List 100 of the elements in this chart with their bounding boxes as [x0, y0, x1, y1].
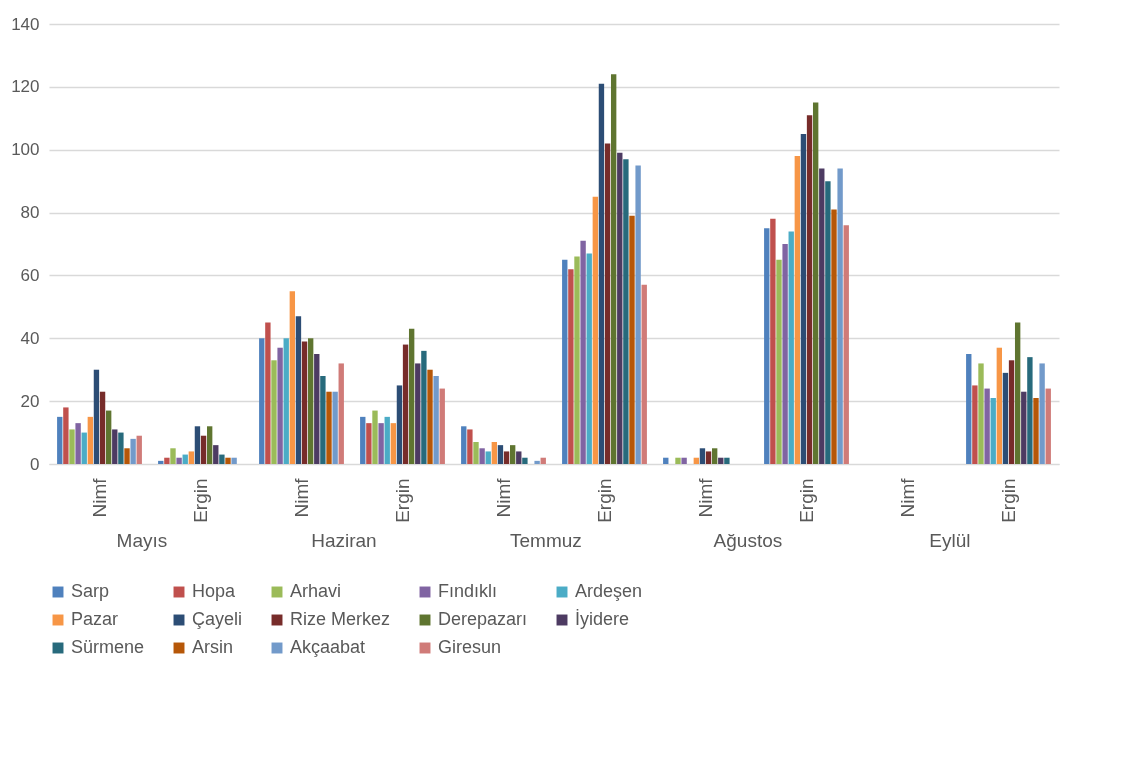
bar — [439, 388, 445, 464]
bar — [213, 445, 219, 464]
bar — [800, 134, 807, 464]
bar — [378, 423, 384, 464]
bar — [806, 115, 813, 464]
bar — [188, 451, 195, 464]
bar — [124, 448, 130, 464]
bar — [332, 391, 338, 464]
bar — [491, 442, 498, 464]
bar — [427, 369, 433, 464]
bar — [75, 423, 81, 464]
bar — [831, 209, 837, 464]
bar — [283, 338, 289, 464]
bar — [390, 423, 397, 464]
bar — [794, 156, 801, 464]
bar — [610, 74, 617, 464]
bar — [978, 363, 984, 464]
bar — [1045, 388, 1051, 464]
bar — [1008, 360, 1015, 464]
bar — [705, 451, 712, 464]
legend-label: Akçaabat — [290, 637, 366, 657]
legend-label: Ardeşen — [575, 581, 643, 601]
bar — [164, 457, 170, 464]
bar — [681, 457, 687, 464]
bar — [843, 225, 849, 464]
bar — [574, 256, 580, 464]
bar — [87, 416, 94, 464]
bar — [372, 410, 378, 464]
bar — [130, 438, 136, 464]
bar — [219, 454, 225, 464]
bar — [1039, 363, 1045, 464]
legend-label: İyidere — [575, 609, 630, 629]
bar — [711, 448, 718, 464]
y-tick-label: 80 — [20, 203, 40, 223]
bar — [265, 322, 271, 464]
x-tick-label: Nimf — [694, 477, 716, 518]
bar — [592, 196, 599, 464]
bar — [623, 159, 629, 464]
x-tick-label: Nimf — [290, 477, 312, 518]
bar — [314, 354, 320, 464]
bar — [598, 83, 605, 464]
bar — [277, 347, 283, 464]
bar — [225, 457, 231, 464]
bar — [837, 168, 843, 464]
bar — [1021, 391, 1027, 464]
bar — [984, 388, 990, 464]
bar — [534, 460, 540, 464]
bar — [568, 269, 574, 464]
bar — [415, 363, 421, 464]
bar — [473, 442, 479, 464]
bar — [231, 457, 237, 464]
legend-label: Sürmene — [71, 637, 145, 657]
bar — [819, 168, 825, 464]
bar — [384, 416, 390, 464]
bar — [635, 165, 641, 464]
y-tick-label: 60 — [20, 265, 40, 285]
bar — [408, 328, 415, 464]
x-tick-label: Ergin — [997, 478, 1019, 523]
legend-label: Hopa — [192, 581, 237, 601]
bar — [259, 338, 265, 464]
bar — [562, 259, 568, 464]
legend-label: Fındıklı — [438, 581, 498, 601]
y-tick-label: 20 — [20, 391, 40, 411]
legend-label: Derepazarı — [438, 609, 528, 629]
bar — [467, 429, 473, 464]
bar — [990, 398, 996, 464]
legend-label: Arsin — [192, 637, 234, 657]
bar — [770, 218, 776, 464]
bar — [326, 391, 332, 464]
x-tick-label: Ergin — [189, 478, 211, 523]
bar — [93, 369, 100, 464]
bar — [118, 432, 124, 464]
bar — [360, 416, 366, 464]
bar — [580, 240, 586, 464]
bar — [788, 231, 794, 464]
bar — [81, 432, 87, 464]
bar — [136, 435, 142, 464]
bar — [271, 360, 277, 464]
legend-label: Sarp — [71, 581, 110, 601]
bar — [295, 316, 302, 464]
bar — [972, 385, 978, 464]
bar — [289, 291, 296, 464]
bar — [699, 448, 706, 464]
legend-label: Rize Merkez — [290, 609, 391, 629]
x-tick-label: Nimf — [896, 477, 918, 518]
bar — [825, 181, 831, 464]
bar — [479, 448, 485, 464]
legend-label: Pazar — [71, 609, 119, 629]
bar — [629, 215, 635, 464]
bar — [522, 457, 528, 464]
y-tick-label: 140 — [11, 14, 40, 34]
bar — [503, 451, 510, 464]
bar — [586, 253, 592, 464]
x-tick-label: Ergin — [593, 478, 615, 523]
bar — [675, 457, 681, 464]
bar — [402, 344, 409, 464]
bar — [509, 445, 516, 464]
x-tick-label: Ergin — [391, 478, 413, 523]
bar — [433, 376, 439, 464]
bar — [200, 435, 207, 464]
